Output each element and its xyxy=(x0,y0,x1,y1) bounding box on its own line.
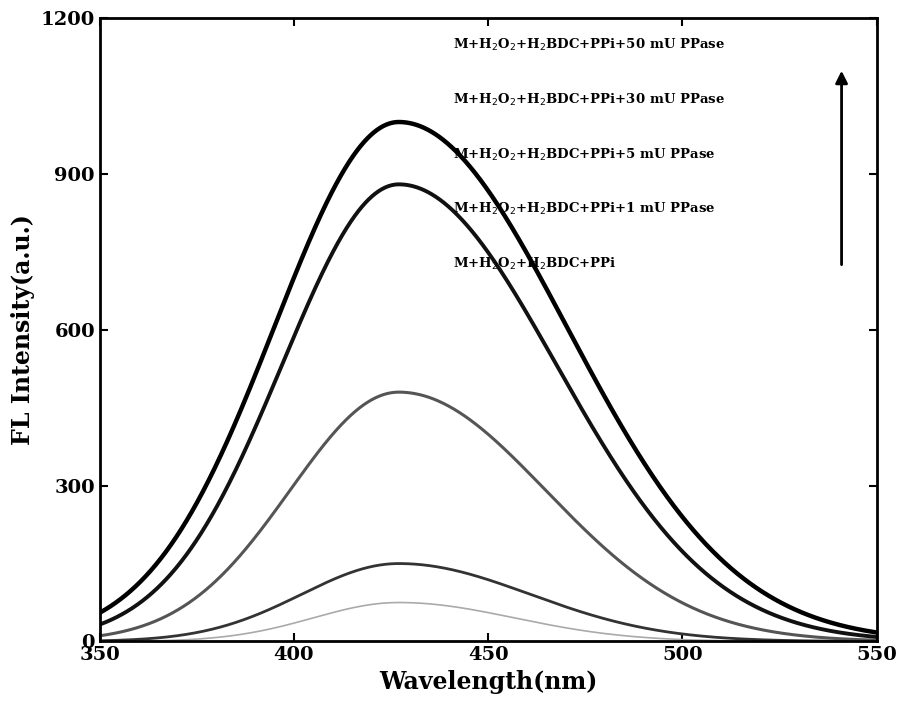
Text: M+H$_2$O$_2$+H$_2$BDC+PPi+5 mU PPase: M+H$_2$O$_2$+H$_2$BDC+PPi+5 mU PPase xyxy=(453,147,716,163)
Text: M+H$_2$O$_2$+H$_2$BDC+PPi+1 mU PPase: M+H$_2$O$_2$+H$_2$BDC+PPi+1 mU PPase xyxy=(453,202,716,217)
Text: M+H$_2$O$_2$+H$_2$BDC+PPi+50 mU PPase: M+H$_2$O$_2$+H$_2$BDC+PPi+50 mU PPase xyxy=(453,37,725,53)
Text: M+H$_2$O$_2$+H$_2$BDC+PPi+30 mU PPase: M+H$_2$O$_2$+H$_2$BDC+PPi+30 mU PPase xyxy=(453,92,725,108)
X-axis label: Wavelength(nm): Wavelength(nm) xyxy=(379,670,597,694)
Y-axis label: FL Intensity(a.u.): FL Intensity(a.u.) xyxy=(11,214,35,446)
Text: M+H$_2$O$_2$+H$_2$BDC+PPi: M+H$_2$O$_2$+H$_2$BDC+PPi xyxy=(453,256,617,272)
